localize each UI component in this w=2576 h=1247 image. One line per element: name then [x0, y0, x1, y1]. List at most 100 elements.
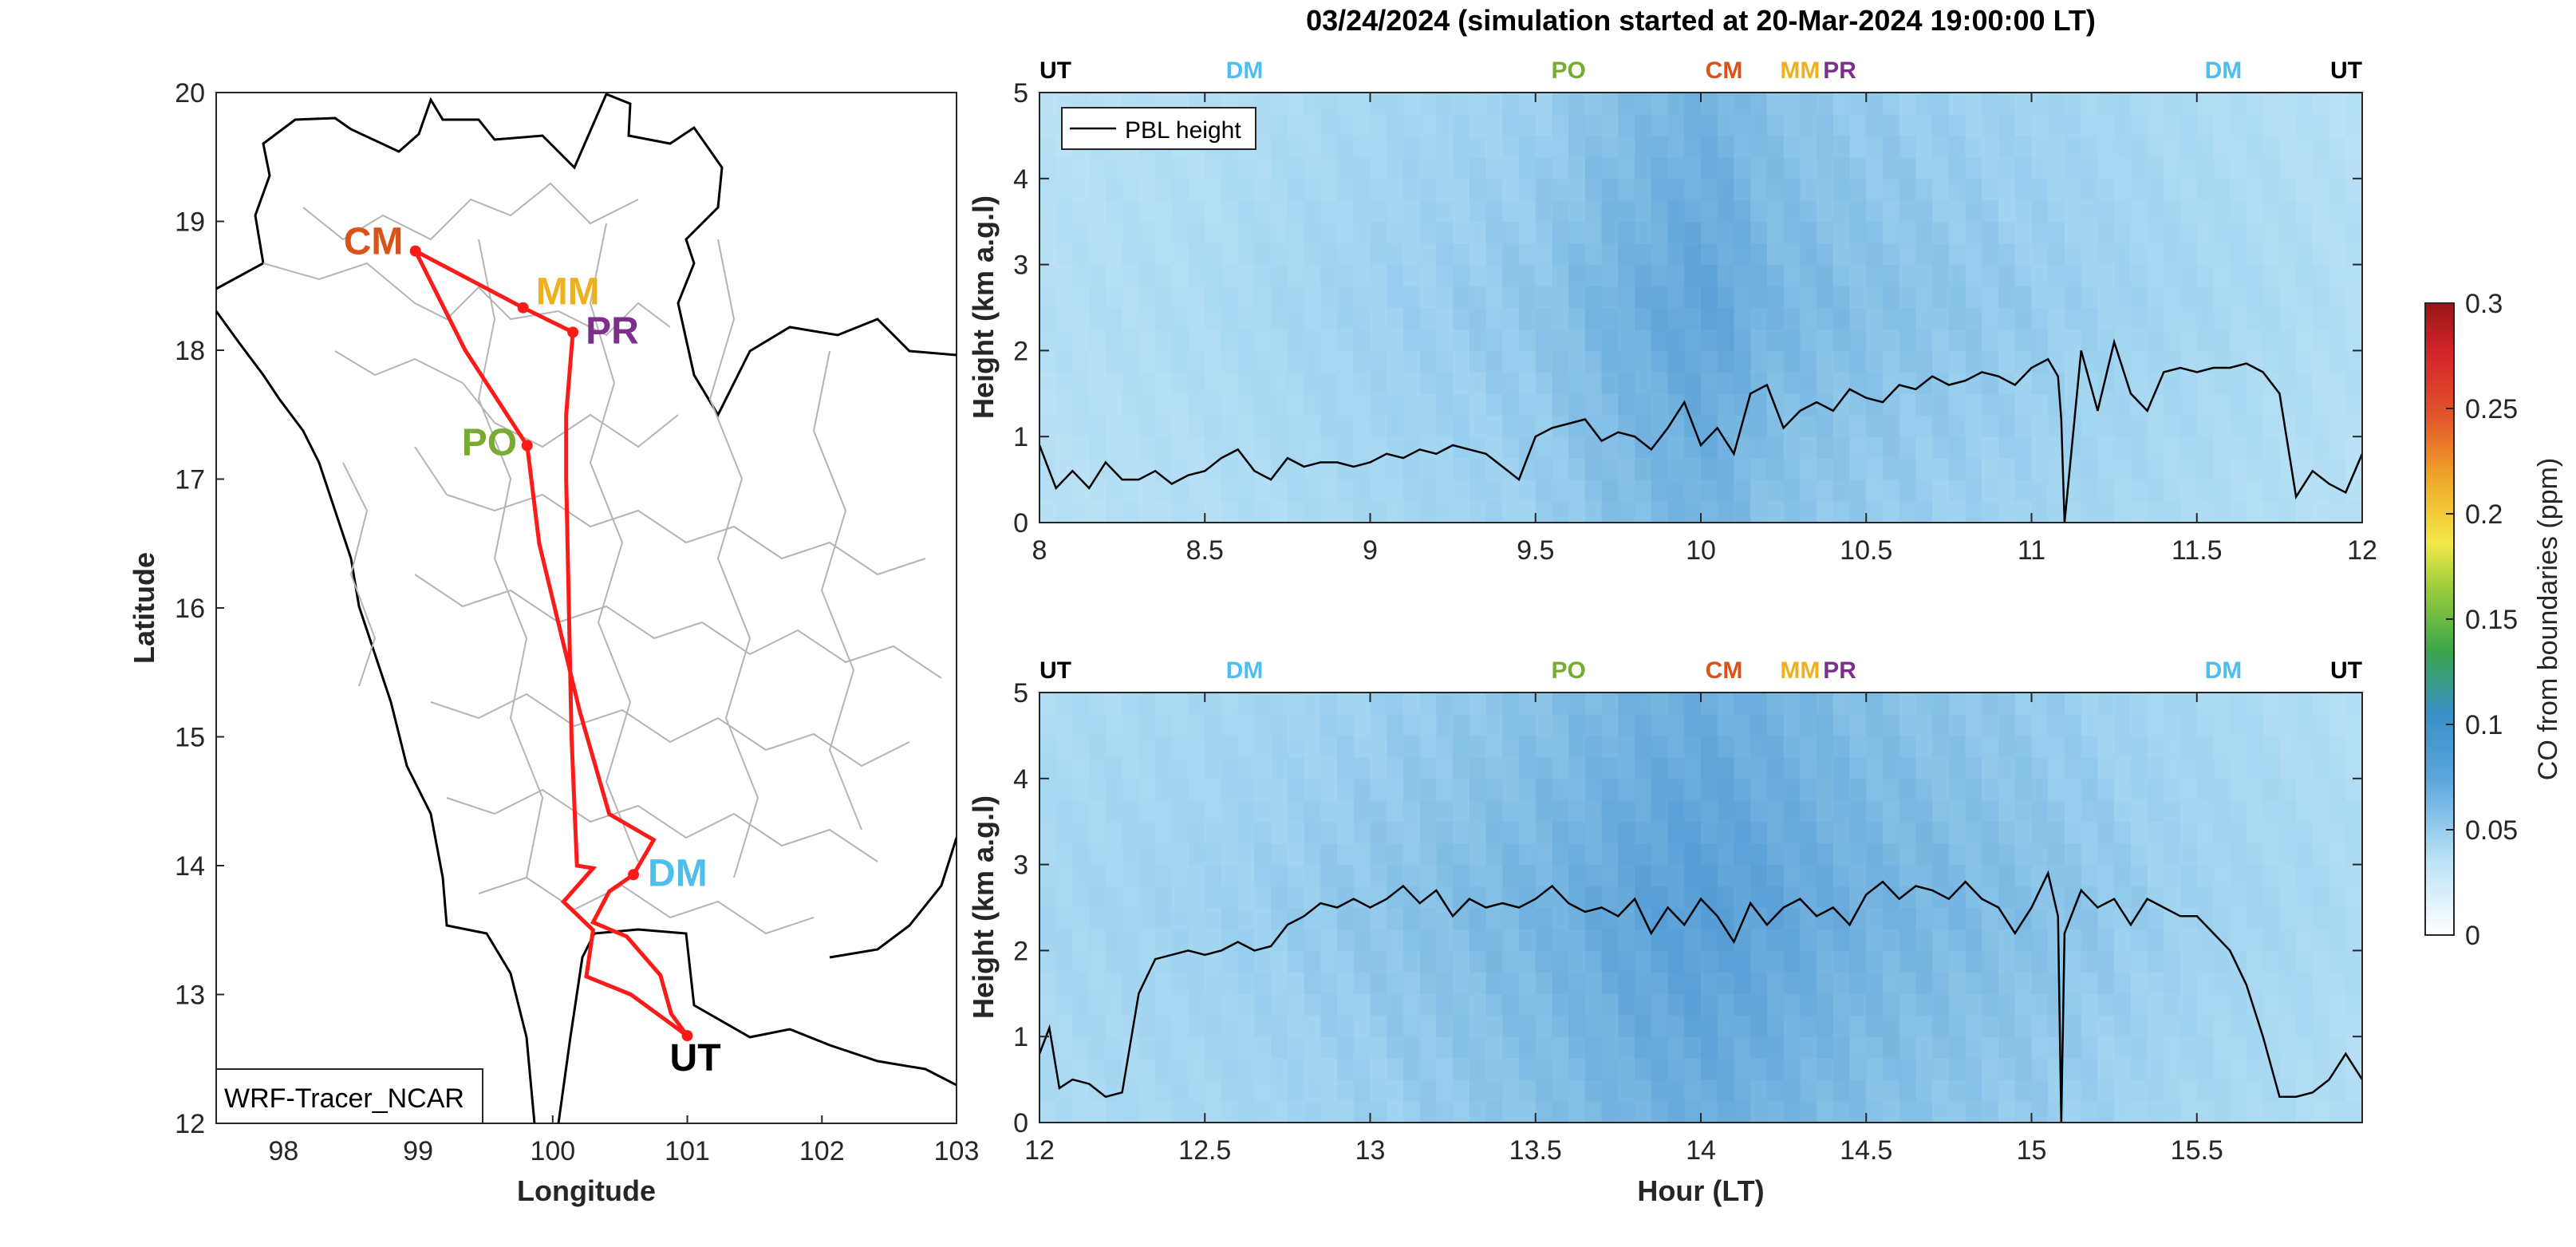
site-marker-pr — [567, 326, 579, 338]
heatmap-cell — [1337, 199, 1355, 223]
heatmap-cell — [2081, 929, 2099, 951]
heatmap-cell — [2164, 350, 2181, 373]
heatmap-cell — [2114, 199, 2132, 223]
heatmap-cell — [2345, 929, 2362, 951]
heatmap-cell — [1453, 735, 1470, 758]
heatmap-cell — [1651, 307, 1669, 330]
site-mark-po: PO — [1552, 657, 1586, 684]
heatmap-cell — [1353, 350, 1371, 373]
xtick-label: 12.5 — [1178, 1135, 1231, 1166]
heatmap-cell — [1138, 1058, 1156, 1080]
heatmap-cell — [1684, 864, 1702, 887]
heatmap-cell — [2279, 929, 2297, 951]
heatmap-cell — [2279, 372, 2297, 394]
heatmap-cell — [1402, 221, 1421, 244]
heatmap-cell — [1552, 972, 1569, 994]
heatmap-cell — [1304, 135, 1321, 158]
heatmap-cell — [1998, 329, 2016, 351]
heatmap-cell — [1485, 93, 1503, 115]
heatmap-cell — [1138, 415, 1156, 437]
heatmap-cell — [2296, 713, 2314, 736]
heatmap-cell — [1072, 307, 1090, 330]
heatmap-cell — [1205, 458, 1222, 480]
heatmap-cell — [1370, 307, 1387, 330]
heatmap-cell — [1370, 993, 1387, 1016]
heatmap-cell — [1039, 156, 1057, 180]
heatmap-cell — [1552, 178, 1569, 201]
heatmap-cell — [2097, 756, 2115, 779]
heatmap-cell — [2130, 693, 2148, 715]
heatmap-cell — [2014, 479, 2033, 502]
heatmap-cell — [2279, 864, 2297, 887]
heatmap-cell — [1915, 156, 1933, 180]
heatmap-cell — [1271, 907, 1288, 930]
country-outline — [216, 93, 957, 1123]
heatmap-cell — [1188, 415, 1205, 437]
heatmap-cell — [1948, 286, 1967, 309]
heatmap-cell — [2164, 135, 2181, 158]
heatmap-cell — [1800, 393, 1817, 416]
heatmap-cell — [1205, 1036, 1222, 1059]
heatmap-cell — [1568, 993, 1586, 1016]
heatmap-cell — [1750, 393, 1768, 416]
heatmap-cell — [1584, 821, 1603, 844]
heatmap-cell — [1089, 501, 1107, 523]
heatmap-cell — [1618, 778, 1635, 801]
heatmap-cell — [1800, 93, 1817, 115]
heatmap-cell — [2312, 907, 2330, 930]
heatmap-cell — [1105, 907, 1123, 930]
heatmap-cell — [1635, 1058, 1652, 1080]
heatmap-cell — [1584, 950, 1603, 973]
heatmap-cell — [1387, 372, 1404, 394]
heatmap-cell — [1948, 1036, 1967, 1059]
heatmap-cell — [1105, 972, 1123, 994]
heatmap-cell — [1817, 307, 1834, 330]
heatmap-cell — [1254, 393, 1272, 416]
heatmap-cell — [1055, 243, 1074, 266]
heatmap-cell — [2196, 799, 2215, 823]
heatmap-cell — [1271, 393, 1288, 416]
heatmap-cell — [2164, 458, 2181, 480]
heatmap-cell — [1502, 135, 1520, 158]
heatmap-cell — [1800, 713, 1817, 736]
heatmap-cell — [1337, 799, 1355, 823]
heatmap-cell — [1089, 393, 1107, 416]
heatmap-cell — [1998, 713, 2016, 736]
heatmap-cell — [2097, 972, 2115, 994]
heatmap-cell — [1635, 864, 1652, 887]
heatmap-cell — [1271, 972, 1288, 994]
heatmap-cell — [2064, 199, 2082, 223]
heatmap-cell — [1271, 264, 1288, 287]
heatmap-cell — [1866, 1036, 1884, 1059]
heatmap-cell — [1039, 972, 1057, 994]
heatmap-cell — [1684, 735, 1702, 758]
heatmap-cell — [1469, 799, 1487, 823]
heatmap-cell — [2097, 393, 2115, 416]
heatmap-cell — [2048, 156, 2065, 180]
heatmap-cell — [1552, 199, 1569, 223]
site-mark-ut: UT — [1039, 657, 1071, 684]
heatmap-cell — [1552, 799, 1569, 823]
heatmap-cell — [2312, 135, 2330, 158]
heatmap-cell — [2014, 243, 2033, 266]
heatmap-cell — [1783, 156, 1801, 180]
heatmap-cell — [2014, 113, 2033, 136]
heatmap-cell — [1882, 350, 1900, 373]
heatmap-cell — [1105, 243, 1123, 266]
heatmap-cell — [1453, 1079, 1470, 1102]
heatmap-cell — [2014, 221, 2033, 244]
heatmap-cell — [1701, 178, 1718, 201]
heatmap-cell — [1089, 693, 1107, 715]
heatmap-cell — [1701, 93, 1718, 115]
heatmap-cell — [1485, 799, 1503, 823]
heatmap-cell — [1387, 756, 1404, 779]
heatmap-cell — [1882, 199, 1900, 223]
heatmap-cell — [1436, 329, 1454, 351]
heatmap-cell — [1684, 135, 1702, 158]
heatmap-cell — [1502, 350, 1520, 373]
heatmap-cell — [1535, 1101, 1553, 1123]
heatmap-cell — [2345, 93, 2362, 115]
heatmap-cell — [1353, 950, 1371, 973]
heatmap-cell — [2081, 286, 2099, 309]
heatmap-cell — [1287, 950, 1305, 973]
